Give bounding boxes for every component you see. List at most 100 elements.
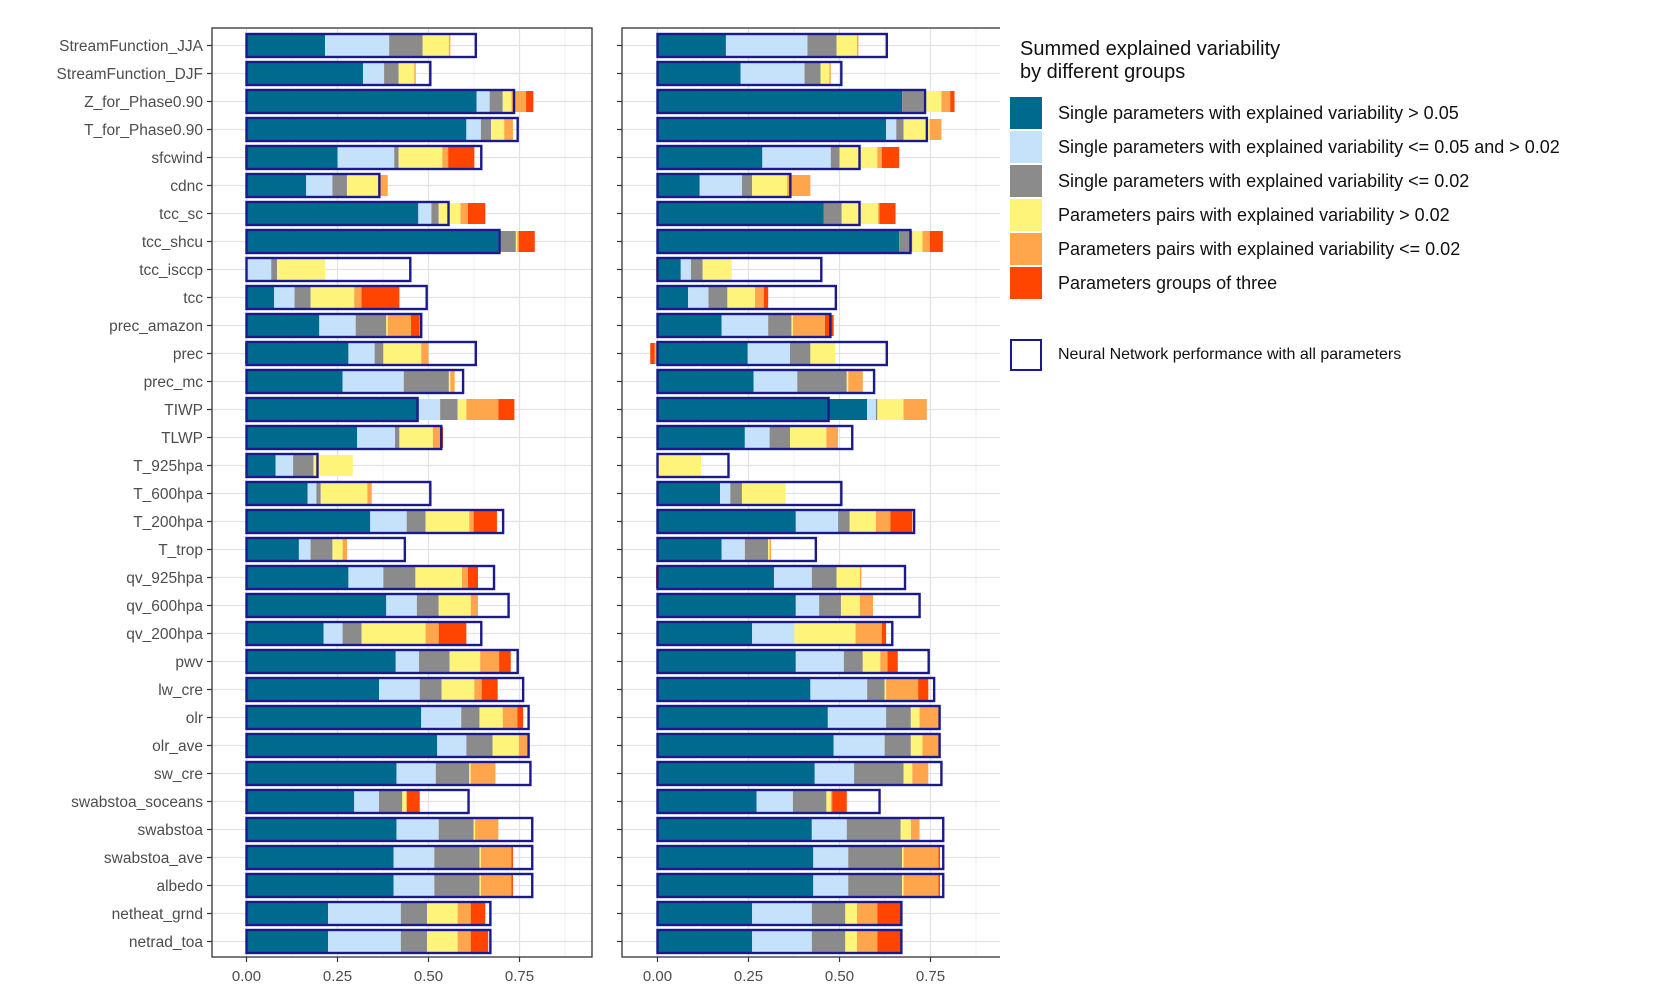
bar-segment — [752, 623, 795, 644]
bar-segment — [246, 119, 467, 140]
bar-segment — [830, 791, 833, 812]
bar-segment — [491, 119, 505, 140]
bar-segment — [657, 539, 722, 560]
category-label: swabstoa_ave — [104, 850, 203, 867]
nn-performance-outline — [245, 732, 530, 759]
bar-segment — [342, 539, 347, 560]
category-label: tcc_isccp — [139, 262, 203, 279]
bar-segment — [862, 651, 881, 672]
bar-segment — [416, 399, 441, 420]
category-label: albedo — [156, 878, 203, 895]
bar-segment — [473, 511, 497, 532]
nn-performance-outline — [656, 424, 854, 451]
bar-segment — [823, 203, 842, 224]
bar-segment — [306, 175, 333, 196]
bar-segment — [929, 119, 942, 140]
bar-segment — [886, 119, 897, 140]
bar-segment — [890, 511, 913, 532]
bar-segment — [657, 343, 748, 364]
bar-segment — [449, 651, 481, 672]
bar-segment — [657, 791, 757, 812]
x-tick-label: 0.25 — [734, 968, 763, 985]
bar-segment — [845, 931, 857, 952]
nn-performance-outline — [656, 648, 930, 675]
bar-segment — [246, 931, 329, 952]
nn-performance-outline — [245, 32, 478, 59]
bar-segment — [470, 931, 489, 952]
nn-performance-outline — [245, 88, 516, 115]
bar-segment — [879, 203, 896, 224]
category-label: tcc_shcu — [142, 234, 203, 251]
x-tick-label: 0.50 — [825, 968, 854, 985]
category-label: qv_600hpa — [126, 598, 203, 615]
bar-segment — [393, 847, 435, 868]
bar-segment — [877, 147, 882, 168]
nn-performance-outline — [245, 452, 319, 479]
bar-segment — [811, 903, 846, 924]
legend: Summed explained variability by differen… — [1010, 38, 1650, 372]
category-label: prec_mc — [144, 374, 204, 391]
bar-segment — [657, 35, 726, 56]
bar-segment — [657, 399, 868, 420]
bar-segment-negative — [650, 343, 655, 364]
bar-segment — [877, 931, 901, 952]
bar-segment-negative — [654, 343, 658, 364]
legend-label: Single parameters with explained variabi… — [1058, 136, 1560, 157]
bar-segment — [846, 371, 849, 392]
bar-segment — [657, 763, 815, 784]
legend-label: Single parameters with explained variabi… — [1058, 170, 1470, 191]
bar-segment — [473, 819, 476, 840]
category-label: netheat_grnd — [112, 906, 203, 923]
bar-segment — [246, 63, 363, 84]
nn-performance-outline — [245, 116, 519, 143]
bar-segment — [910, 707, 920, 728]
category-label: T_for_Phase0.90 — [84, 122, 203, 139]
bar-segment — [246, 651, 396, 672]
nn-performance-outline — [245, 256, 412, 283]
bar-segment — [319, 315, 356, 336]
bar-segment — [903, 875, 939, 896]
bar-segment — [474, 679, 482, 700]
bar-segment — [504, 119, 513, 140]
category-label: T_trop — [158, 542, 203, 559]
bar-segment — [756, 791, 793, 812]
bar-segment — [406, 511, 426, 532]
bar-segment — [836, 35, 857, 56]
bar-segment — [938, 875, 940, 896]
bar-segment — [830, 147, 840, 168]
bar-segment — [393, 875, 435, 896]
legend-label: Parameters groups of three — [1058, 272, 1278, 293]
bar-segment — [438, 595, 471, 616]
bar-segment — [448, 371, 451, 392]
bar-segment — [950, 91, 955, 112]
bar-segment — [832, 791, 847, 812]
category-label: Z_for_Phase0.90 — [84, 94, 203, 111]
nn-performance-outline — [656, 32, 889, 59]
bar-segment — [416, 595, 439, 616]
bar-segment — [246, 539, 299, 560]
bar-segment — [246, 315, 320, 336]
bar-segment — [419, 651, 450, 672]
bar-segment — [246, 623, 324, 644]
bar-segment — [657, 511, 796, 532]
nn-performance-outline — [656, 312, 832, 339]
bar-segment — [316, 483, 321, 504]
bar-segment — [310, 287, 355, 308]
bar-segment — [246, 455, 276, 476]
bar-segment — [440, 399, 458, 420]
bar-segment — [294, 287, 311, 308]
bar-segment — [246, 147, 338, 168]
nn-performance-outline — [656, 340, 889, 367]
bar-segment — [434, 875, 480, 896]
bar-segment — [884, 679, 887, 700]
bar-segment — [386, 315, 388, 336]
category-label: prec — [173, 346, 203, 363]
bar-segment — [498, 399, 515, 420]
legend-swatch — [1010, 97, 1042, 129]
bar-segment — [752, 903, 812, 924]
bar-segment — [511, 875, 513, 896]
bar-segment — [657, 875, 814, 896]
bar-segment — [903, 119, 930, 140]
bar-segment — [725, 35, 808, 56]
